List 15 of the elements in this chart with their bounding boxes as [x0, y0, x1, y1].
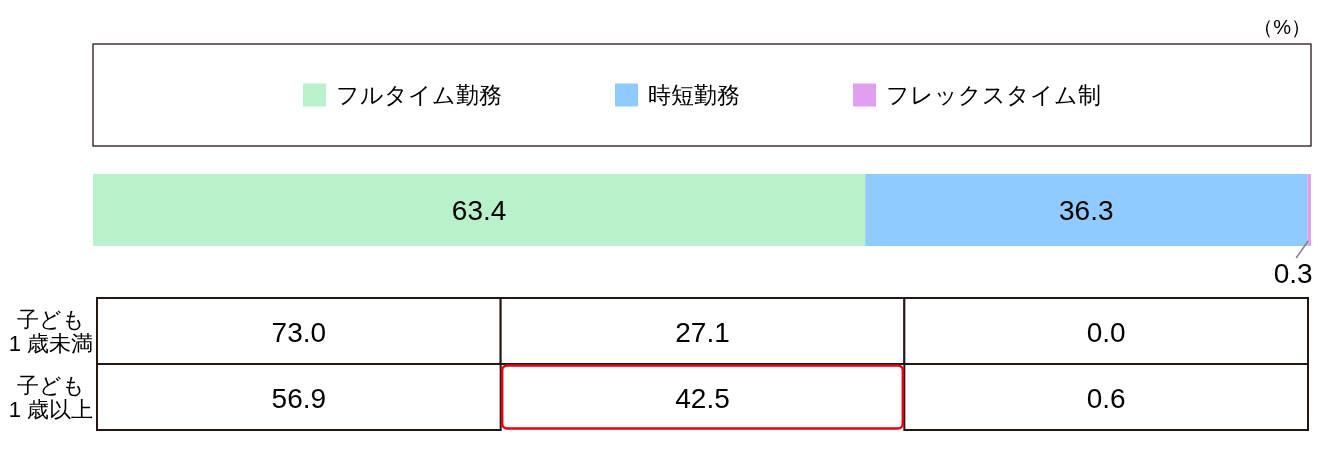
data-label: 42.5 [675, 382, 730, 414]
legend-label: フレックスタイム制 [886, 82, 1101, 108]
data-label: 27.1 [675, 316, 730, 348]
text: （%） [1253, 16, 1311, 38]
y-tick-label: 子ども 1 歳未満 [8, 307, 94, 356]
y-tick-label: 子ども 1 歳以上 [8, 373, 94, 422]
data-label: 63.4 [451, 194, 507, 226]
legend-label: フルタイム勤務 [336, 82, 502, 108]
data-label: 36.3 [1059, 194, 1114, 226]
legend-label: 時短勤務 [648, 82, 740, 108]
data-label: 0.3 [1273, 257, 1313, 289]
data-label: 56.9 [271, 382, 327, 414]
data-label: 73.0 [271, 316, 327, 348]
data-label: 0.6 [1086, 382, 1126, 414]
data-label: 0.0 [1086, 316, 1126, 348]
